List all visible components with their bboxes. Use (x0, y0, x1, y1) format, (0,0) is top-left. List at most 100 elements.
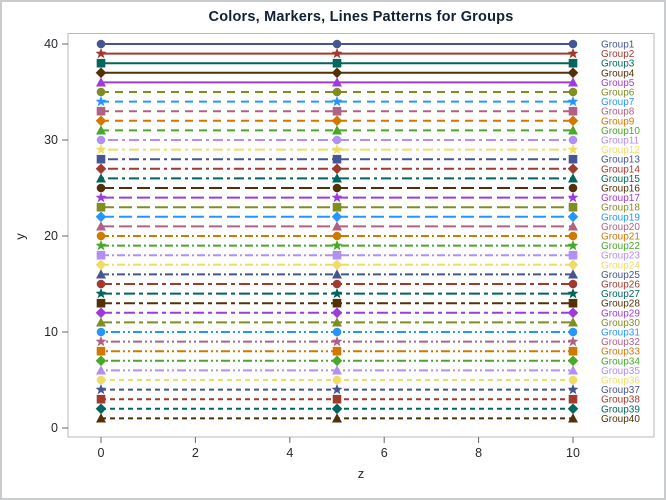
marker-star (331, 287, 343, 299)
marker-diamond (95, 67, 107, 79)
x-tick-label: 6 (381, 446, 388, 460)
marker-triangle (332, 125, 342, 135)
marker-triangle (96, 413, 106, 423)
marker-circle (96, 327, 106, 337)
marker-square (332, 394, 342, 404)
marker-square (568, 202, 578, 212)
marker-triangle (96, 365, 106, 375)
curve-label: Group30 (601, 318, 640, 329)
curve-label: Group36 (601, 376, 640, 387)
marker-star (95, 335, 107, 347)
curve-label: Group32 (601, 337, 640, 348)
marker-diamond (95, 355, 107, 367)
marker-diamond (567, 163, 579, 175)
marker-diamond (95, 115, 107, 127)
marker-star (567, 95, 579, 107)
marker-square (96, 202, 106, 212)
curve-label: Group13 (601, 155, 640, 166)
curve-label: Group18 (601, 203, 640, 214)
curve-label: Group4 (601, 68, 635, 79)
y-tick-label: 30 (44, 133, 58, 147)
marker-circle (332, 87, 342, 97)
marker-triangle (568, 77, 578, 87)
x-axis-label: z (357, 466, 365, 481)
marker-star (567, 47, 579, 59)
marker-triangle (568, 221, 578, 231)
marker-square (332, 250, 342, 260)
marker-diamond (567, 115, 579, 127)
curve-label: Group16 (601, 184, 640, 195)
marker-diamond (567, 211, 579, 223)
x-tick-label: 10 (566, 446, 580, 460)
marker-square (96, 106, 106, 116)
marker-circle (96, 135, 106, 145)
marker-star (95, 143, 107, 155)
marker-star (331, 239, 343, 251)
curve-label: Group27 (601, 289, 640, 300)
marker-diamond (331, 403, 343, 415)
marker-square (96, 58, 106, 68)
marker-star (331, 335, 343, 347)
marker-triangle (332, 269, 342, 279)
marker-circle (96, 183, 106, 193)
marker-star (95, 95, 107, 107)
curve-label: Group9 (601, 116, 635, 127)
marker-triangle (332, 365, 342, 375)
marker-star (567, 191, 579, 203)
marker-diamond (95, 211, 107, 223)
marker-square (332, 298, 342, 308)
marker-triangle (96, 269, 106, 279)
curve-label: Group8 (601, 107, 635, 118)
marker-star (95, 383, 107, 395)
marker-circle (568, 375, 578, 385)
marker-diamond (567, 355, 579, 367)
curve-label: Group7 (601, 97, 635, 108)
marker-circle (332, 231, 342, 241)
marker-star (331, 383, 343, 395)
marker-square (96, 250, 106, 260)
marker-diamond (331, 307, 343, 319)
marker-circle (332, 183, 342, 193)
marker-diamond (95, 307, 107, 319)
marker-triangle (332, 413, 342, 423)
curve-label: Group31 (601, 328, 640, 339)
curve-label: Group38 (601, 395, 640, 406)
curve-label: Group5 (601, 78, 635, 89)
marker-diamond (331, 355, 343, 367)
marker-square (568, 394, 578, 404)
marker-circle (96, 279, 106, 289)
marker-triangle (332, 173, 342, 183)
marker-diamond (331, 211, 343, 223)
x-tick-label: 0 (98, 446, 105, 460)
curve-label: Group22 (601, 241, 640, 252)
curve-label: Group35 (601, 366, 640, 377)
curve-label: Group40 (601, 414, 640, 425)
marker-diamond (95, 403, 107, 415)
marker-diamond (331, 115, 343, 127)
marker-triangle (332, 77, 342, 87)
curve-label: Group21 (601, 232, 640, 243)
curve-label: Group15 (601, 174, 640, 185)
marker-diamond (95, 163, 107, 175)
x-tick-label: 4 (286, 446, 293, 460)
marker-square (96, 394, 106, 404)
marker-circle (332, 327, 342, 337)
marker-triangle (568, 365, 578, 375)
marker-circle (568, 183, 578, 193)
x-tick-label: 8 (475, 446, 482, 460)
marker-square (332, 154, 342, 164)
marker-star (567, 335, 579, 347)
curve-label: Group29 (601, 308, 640, 319)
marker-circle (332, 375, 342, 385)
marker-diamond (567, 259, 579, 271)
marker-diamond (567, 307, 579, 319)
y-tick-label: 0 (51, 421, 58, 435)
marker-circle (96, 39, 106, 49)
curve-label: Group2 (601, 49, 635, 60)
marker-star (331, 191, 343, 203)
marker-square (332, 202, 342, 212)
curve-label: Group23 (601, 251, 640, 262)
marker-circle (568, 135, 578, 145)
